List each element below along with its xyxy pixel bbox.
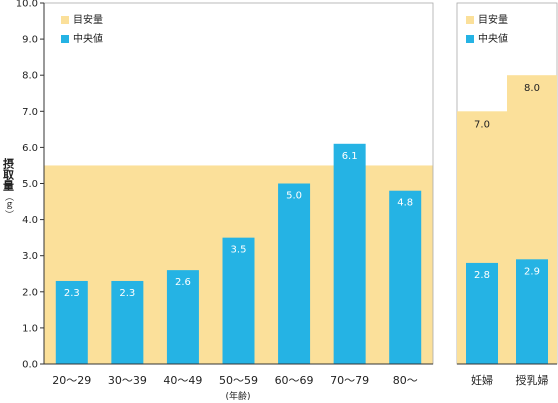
median-bar bbox=[516, 259, 548, 364]
y-tick-label: 0.0 bbox=[22, 360, 38, 371]
median-bar-label: 2.9 bbox=[524, 266, 540, 277]
x-tick-label: 妊婦 bbox=[471, 373, 493, 387]
y-tick-label: 8.0 bbox=[22, 71, 38, 82]
x-axis-unit: (年齢) bbox=[225, 390, 250, 402]
median-bar-label: 2.6 bbox=[175, 277, 191, 288]
legend-left: 目安量 中央値 bbox=[61, 13, 103, 45]
y-tick-label: 3.0 bbox=[22, 251, 38, 262]
median-bar bbox=[389, 190, 422, 364]
meyasu-value-label: 8.0 bbox=[524, 83, 540, 94]
legend-meyasu-swatch-right bbox=[466, 16, 474, 24]
median-bar bbox=[111, 280, 144, 364]
y-axis-label: 摂取量 bbox=[2, 157, 15, 191]
median-bar-label: 3.5 bbox=[231, 245, 247, 256]
legend-meyasu-label-right: 目安量 bbox=[478, 13, 508, 26]
median-bar bbox=[466, 262, 498, 364]
legend-median-swatch-right bbox=[466, 35, 474, 43]
legend-median-swatch bbox=[61, 35, 69, 43]
legend-meyasu-swatch bbox=[61, 16, 69, 24]
y-tick-label: 1.0 bbox=[22, 323, 38, 334]
y-tick-label: 6.0 bbox=[22, 143, 38, 154]
median-bar-label: 4.8 bbox=[397, 198, 413, 209]
median-bar bbox=[333, 143, 366, 364]
y-axis-unit: （ｇ） bbox=[3, 192, 14, 219]
median-bar bbox=[55, 280, 88, 364]
median-bar-label: 6.1 bbox=[342, 151, 358, 162]
median-bar bbox=[222, 237, 255, 364]
median-bar-label: 2.3 bbox=[64, 288, 80, 299]
y-axis-title: 摂取量 （ｇ） bbox=[2, 157, 15, 219]
legend-median-label-right: 中央値 bbox=[478, 32, 508, 45]
y-tick-label: 4.0 bbox=[22, 215, 38, 226]
y-tick-label: 5.0 bbox=[22, 179, 38, 190]
meyasu-value-label: 7.0 bbox=[474, 119, 490, 130]
y-tick-label: 9.0 bbox=[22, 35, 38, 46]
legend-meyasu-label: 目安量 bbox=[73, 13, 103, 26]
x-tick-label: 80〜 bbox=[393, 374, 418, 387]
median-bar bbox=[166, 270, 199, 364]
median-bar-label: 5.0 bbox=[286, 191, 302, 202]
x-tick-label: 40〜49 bbox=[163, 374, 202, 387]
legend-right: 目安量 中央値 bbox=[466, 13, 508, 45]
x-tick-label: 70〜79 bbox=[330, 374, 369, 387]
x-tick-label: 20〜29 bbox=[52, 374, 91, 387]
median-bar bbox=[278, 183, 311, 364]
legend-median-label: 中央値 bbox=[73, 32, 103, 45]
y-tick-label: 10.0 bbox=[16, 0, 38, 10]
median-bar-label: 2.3 bbox=[119, 288, 135, 299]
x-tick-label: 50〜59 bbox=[219, 374, 258, 387]
median-bar-label: 2.8 bbox=[474, 270, 490, 281]
x-tick-label: 授乳婦 bbox=[516, 373, 549, 387]
x-tick-label: 30〜39 bbox=[108, 374, 147, 387]
y-tick-label: 7.0 bbox=[22, 107, 38, 118]
x-tick-label: 60〜69 bbox=[275, 374, 314, 387]
y-tick-label: 2.0 bbox=[22, 287, 38, 298]
